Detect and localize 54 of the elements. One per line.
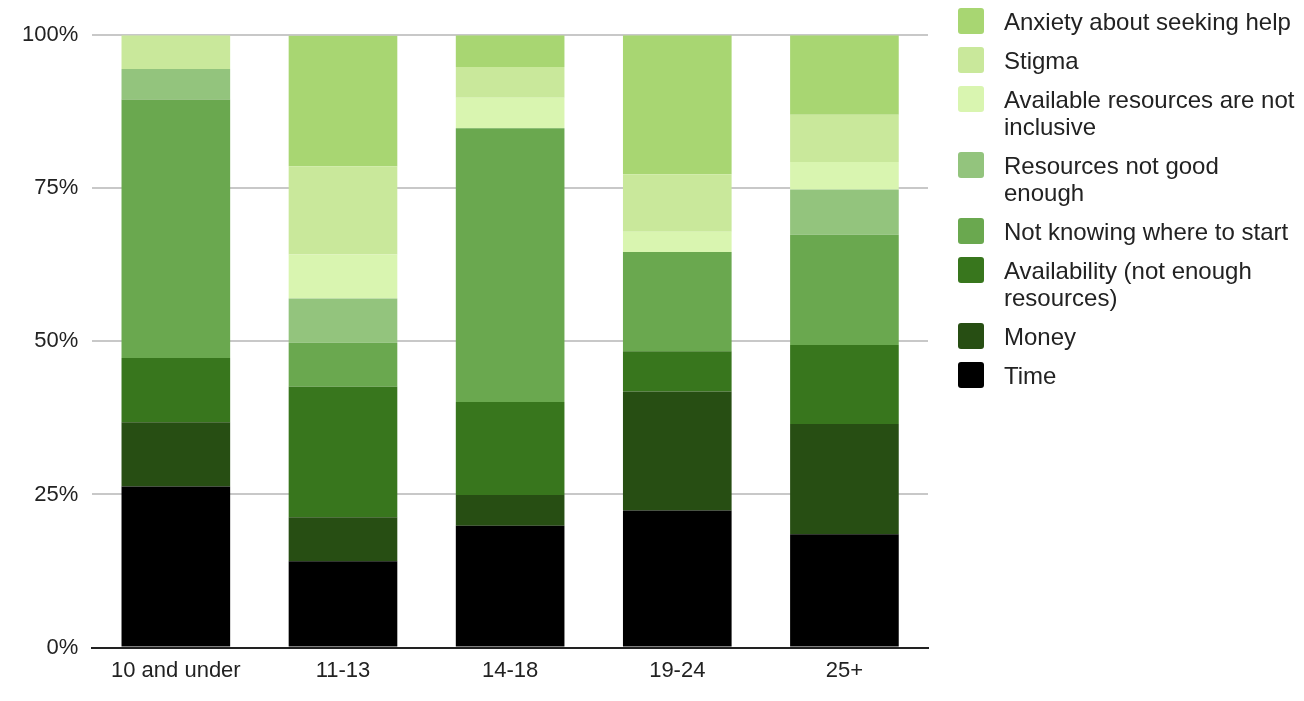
y-tick-label: 75% [34,174,79,200]
bar [121,486,231,647]
bar [790,534,899,647]
bar [455,495,565,526]
legend-label: Availability (not enough resources) [1004,257,1253,311]
x-tick-label: 19-24 [649,656,706,682]
bar [455,402,565,496]
bar [455,35,565,68]
x-tick-label: 11-13 [315,656,371,682]
bar [121,99,231,358]
bar [288,517,398,562]
bar [288,166,398,255]
bar [790,234,899,346]
bar [455,67,565,98]
legend-label: Resources not good enough [1004,152,1220,206]
bar [790,345,899,425]
bar [622,35,732,175]
bar [622,251,732,352]
x-tick-label: 14-18 [481,656,539,682]
y-tick-label: 25% [34,480,79,506]
legend-label: Available resources are not inclusive [1004,86,1296,140]
bar [121,357,231,423]
bar [622,174,732,232]
x-tick-label: 10 and under [111,656,241,682]
bar [455,128,565,403]
legend-label: Not knowing where to start [1004,218,1289,245]
bar [288,35,398,167]
bar [121,422,231,487]
bar [121,35,231,69]
bar [288,298,398,343]
y-tick-label: 50% [34,327,79,353]
y-tick-label: 0% [46,633,79,659]
bar [790,35,899,115]
bar [121,68,231,100]
bar [622,510,732,647]
bar [288,386,398,518]
bar [455,97,565,129]
x-tick-label: 25+ [825,656,864,682]
bar [790,161,899,190]
bar [622,391,732,511]
legend-label: Time [1004,362,1057,389]
bar [790,424,899,535]
legend-label: Anxiety about seeking help [1004,8,1291,35]
y-tick-label: 100% [21,21,79,47]
bar [622,231,732,252]
bar [790,114,899,162]
legend-label: Money [1004,323,1077,350]
bar [622,351,732,392]
bar [288,254,398,299]
bar [288,561,398,647]
legend-label: Stigma [1004,47,1079,74]
bar [288,342,398,387]
bar [790,189,899,235]
bar [455,525,565,647]
